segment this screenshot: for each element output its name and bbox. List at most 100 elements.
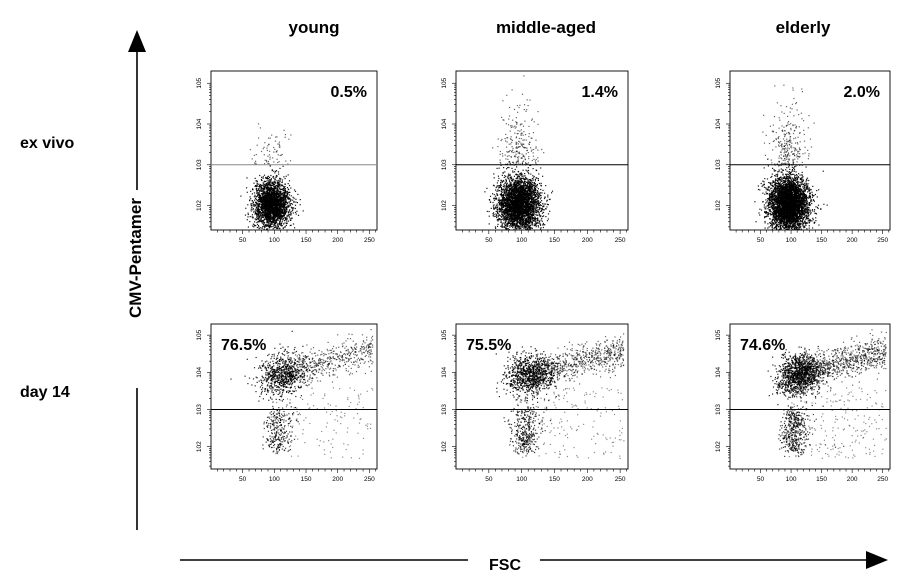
x-tick-label: 150 [549, 476, 560, 483]
y-tick-label: 105 [196, 329, 203, 340]
panel-frame [729, 323, 891, 470]
x-tick-label: 250 [615, 476, 626, 483]
x-tick-label: 100 [269, 476, 280, 483]
x-tick-label: 50 [239, 476, 247, 483]
x-tick-label: 250 [877, 476, 888, 483]
y-tick-label: 103 [196, 159, 203, 170]
x-axis-label: FSC [481, 557, 529, 575]
x-tick-label: 200 [332, 476, 343, 483]
x-tick-label: 200 [847, 237, 858, 244]
x-tick-label: 50 [485, 476, 493, 483]
y-axis-ticks: 102 103 104 105 [715, 77, 730, 228]
x-tick-label: 250 [364, 476, 375, 483]
x-tick-label: 150 [301, 476, 312, 483]
x-tick-label: 100 [516, 237, 527, 244]
y-tick-label: 105 [441, 77, 448, 88]
x-tick-label: 150 [301, 237, 312, 244]
y-tick-label: 105 [715, 77, 722, 88]
y-tick-label: 104 [715, 118, 722, 129]
panel-day-14-middle-aged: 50 100 150 200 250 102 103 104 105 75.5% [441, 323, 629, 483]
y-tick-label: 105 [196, 77, 203, 88]
panel-day-14-elderly: 50 100 150 200 250 102 103 104 105 74.6% [715, 323, 891, 483]
x-tick-label: 250 [877, 237, 888, 244]
x-tick-label: 50 [485, 237, 493, 244]
x-tick-label: 250 [364, 237, 375, 244]
column-title-middle-aged: middle-aged [495, 18, 597, 37]
x-tick-label: 100 [786, 237, 797, 244]
axis-arrows [128, 30, 888, 569]
y-tick-label: 104 [196, 367, 203, 378]
percent-label: 1.4% [582, 84, 618, 101]
y-axis-ticks: 102 103 104 105 [715, 329, 730, 467]
panel-frame [210, 323, 378, 470]
y-tick-label: 103 [196, 404, 203, 415]
panel-frame [455, 323, 629, 470]
percent-label: 76.5% [221, 337, 266, 354]
y-tick-label: 103 [715, 159, 722, 170]
column-title-elderly: elderly [775, 18, 831, 37]
panel-frame [455, 70, 629, 231]
panel-ex-vivo-elderly: 50 100 150 200 250 102 103 104 105 2.0% [715, 70, 891, 244]
x-tick-label: 200 [582, 476, 593, 483]
panel-ex-vivo-young: 50 100 150 200 250 102 103 104 105 0.5% [196, 70, 378, 244]
y-tick-label: 104 [441, 367, 448, 378]
y-tick-label: 105 [441, 329, 448, 340]
y-tick-label: 104 [441, 118, 448, 129]
y-tick-label: 102 [441, 441, 448, 452]
y-tick-label: 104 [196, 118, 203, 129]
y-tick-label: 102 [196, 200, 203, 211]
x-axis-ticks: 50 100 150 200 250 [735, 230, 890, 244]
y-tick-label: 105 [715, 329, 722, 340]
y-tick-label: 104 [715, 367, 722, 378]
x-tick-label: 200 [332, 237, 343, 244]
panel-frame [210, 70, 378, 231]
panel-day-14-young: 50 100 150 200 250 102 103 104 105 76.5% [196, 323, 378, 483]
y-tick-label: 103 [441, 404, 448, 415]
y-tick-label: 102 [441, 200, 448, 211]
y-tick-label: 103 [715, 404, 722, 415]
x-tick-label: 200 [582, 237, 593, 244]
x-tick-label: 150 [549, 237, 560, 244]
row-label-ex-vivo: ex vivo [20, 135, 75, 152]
x-tick-label: 150 [816, 237, 827, 244]
x-tick-label: 50 [757, 237, 765, 244]
x-axis-ticks: 50 100 150 200 250 [217, 230, 377, 244]
y-axis-label: CMV-Pentamer [126, 192, 146, 324]
x-axis-ticks: 50 100 150 200 250 [735, 469, 890, 483]
y-axis-ticks: 102 103 104 105 [441, 77, 456, 228]
row-label-day-14: day 14 [20, 384, 70, 401]
panel-ex-vivo-middle-aged: 50 100 150 200 250 102 103 104 105 1.4% [441, 70, 629, 244]
x-tick-label: 100 [269, 237, 280, 244]
x-tick-label: 100 [516, 476, 527, 483]
event-dots [240, 123, 304, 230]
y-axis-ticks: 102 103 104 105 [441, 329, 456, 467]
event-dots [230, 329, 374, 459]
event-dots [484, 75, 554, 231]
x-axis-ticks: 50 100 150 200 250 [217, 469, 377, 483]
x-tick-label: 50 [239, 237, 247, 244]
x-tick-label: 250 [615, 237, 626, 244]
percent-label: 2.0% [844, 84, 880, 101]
x-tick-label: 200 [847, 476, 858, 483]
percent-label: 75.5% [466, 337, 511, 354]
event-dots [767, 329, 887, 459]
percent-label: 74.6% [740, 337, 785, 354]
x-arrow-head [866, 551, 888, 569]
y-tick-label: 103 [441, 159, 448, 170]
x-axis-ticks: 50 100 150 200 250 [462, 230, 627, 244]
y-axis-ticks: 102 103 104 105 [196, 329, 211, 467]
event-dots [495, 333, 625, 459]
x-axis-ticks: 50 100 150 200 250 [462, 469, 627, 483]
y-tick-label: 102 [196, 441, 203, 452]
y-tick-label: 102 [715, 200, 722, 211]
y-tick-label: 102 [715, 441, 722, 452]
x-tick-label: 50 [757, 476, 765, 483]
panel-frame [729, 70, 891, 231]
y-arrow-head [128, 30, 146, 52]
column-title-young: young [288, 18, 340, 37]
x-tick-label: 100 [786, 476, 797, 483]
x-tick-label: 150 [816, 476, 827, 483]
y-axis-ticks: 102 103 104 105 [196, 77, 211, 228]
panels: 50 100 150 200 250 102 103 104 105 0.5% 50 100 150 20… [196, 70, 891, 483]
